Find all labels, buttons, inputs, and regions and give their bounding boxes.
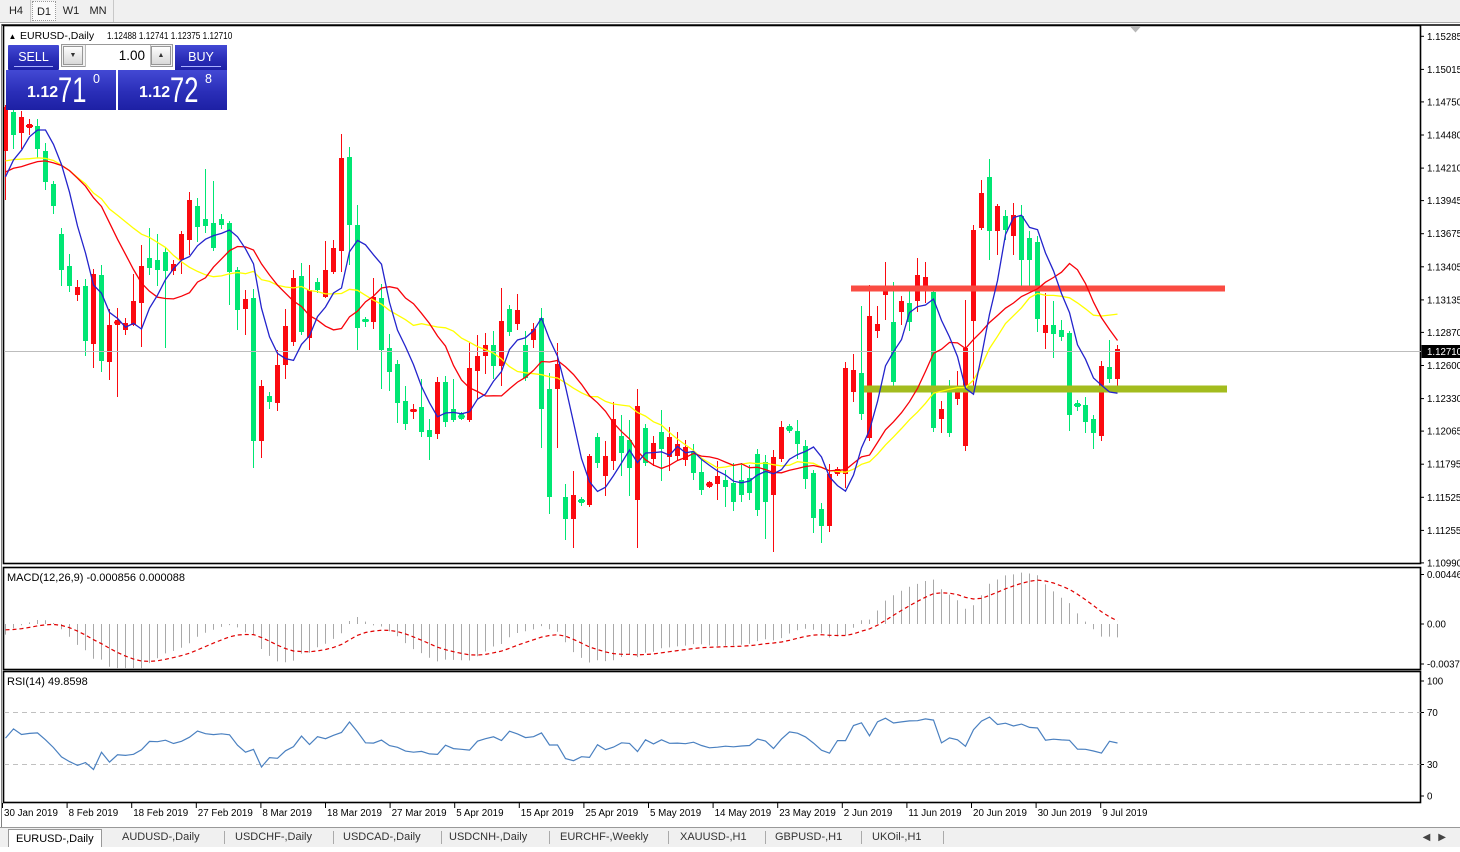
svg-text:1.14750: 1.14750 [1427, 97, 1460, 108]
svg-text:1.13135: 1.13135 [1427, 295, 1460, 306]
svg-text:27 Feb 2019: 27 Feb 2019 [198, 808, 253, 819]
svg-text:27 Mar 2019: 27 Mar 2019 [392, 808, 447, 819]
svg-text:0.00: 0.00 [1427, 620, 1446, 631]
svg-text:25 Apr 2019: 25 Apr 2019 [585, 808, 638, 819]
svg-text:1.12600: 1.12600 [1427, 361, 1460, 372]
svg-text:1.13945: 1.13945 [1427, 196, 1460, 207]
svg-text:-0.0037115: -0.0037115 [1427, 660, 1460, 671]
svg-text:0: 0 [1427, 792, 1433, 803]
svg-text:70: 70 [1427, 708, 1438, 719]
svg-text:2 Jun 2019: 2 Jun 2019 [844, 808, 892, 819]
svg-text:23 May 2019: 23 May 2019 [779, 808, 836, 819]
svg-text:1.14480: 1.14480 [1427, 131, 1460, 142]
svg-text:1.12065: 1.12065 [1427, 427, 1460, 438]
svg-text:RSI(14) 49.8598: RSI(14) 49.8598 [7, 676, 88, 688]
svg-text:0.0044651: 0.0044651 [1427, 570, 1460, 581]
svg-text:14 May 2019: 14 May 2019 [715, 808, 772, 819]
svg-text:5 Apr 2019: 5 Apr 2019 [456, 808, 503, 819]
svg-text:9 Jul 2019: 9 Jul 2019 [1102, 808, 1147, 819]
svg-text:5 May 2019: 5 May 2019 [650, 808, 701, 819]
svg-text:1.15285: 1.15285 [1427, 32, 1460, 43]
svg-text:30 Jan 2019: 30 Jan 2019 [4, 808, 58, 819]
svg-text:15 Apr 2019: 15 Apr 2019 [521, 808, 574, 819]
svg-text:1.12710: 1.12710 [1427, 347, 1460, 358]
svg-text:1.11795: 1.11795 [1427, 460, 1460, 471]
svg-text:8 Mar 2019: 8 Mar 2019 [262, 808, 312, 819]
svg-text:30 Jun 2019: 30 Jun 2019 [1038, 808, 1092, 819]
svg-text:1.13405: 1.13405 [1427, 262, 1460, 273]
svg-text:1.14210: 1.14210 [1427, 164, 1460, 175]
svg-text:1.13675: 1.13675 [1427, 229, 1460, 240]
svg-text:1.10990: 1.10990 [1427, 558, 1460, 569]
svg-text:18 Feb 2019: 18 Feb 2019 [133, 808, 188, 819]
svg-text:20 Jun 2019: 20 Jun 2019 [973, 808, 1027, 819]
svg-text:8 Feb 2019: 8 Feb 2019 [69, 808, 119, 819]
svg-text:1.11255: 1.11255 [1427, 526, 1460, 537]
svg-text:1.12330: 1.12330 [1427, 394, 1460, 405]
svg-text:11 Jun 2019: 11 Jun 2019 [908, 808, 961, 819]
svg-text:1.12870: 1.12870 [1427, 328, 1460, 339]
svg-text:100: 100 [1427, 677, 1444, 688]
svg-text:18 Mar 2019: 18 Mar 2019 [327, 808, 382, 819]
svg-text:1.15015: 1.15015 [1427, 65, 1460, 76]
svg-text:30: 30 [1427, 760, 1438, 771]
svg-text:1.11525: 1.11525 [1427, 493, 1460, 504]
svg-text:MACD(12,26,9) -0.000856 0.0000: MACD(12,26,9) -0.000856 0.000088 [7, 572, 185, 584]
